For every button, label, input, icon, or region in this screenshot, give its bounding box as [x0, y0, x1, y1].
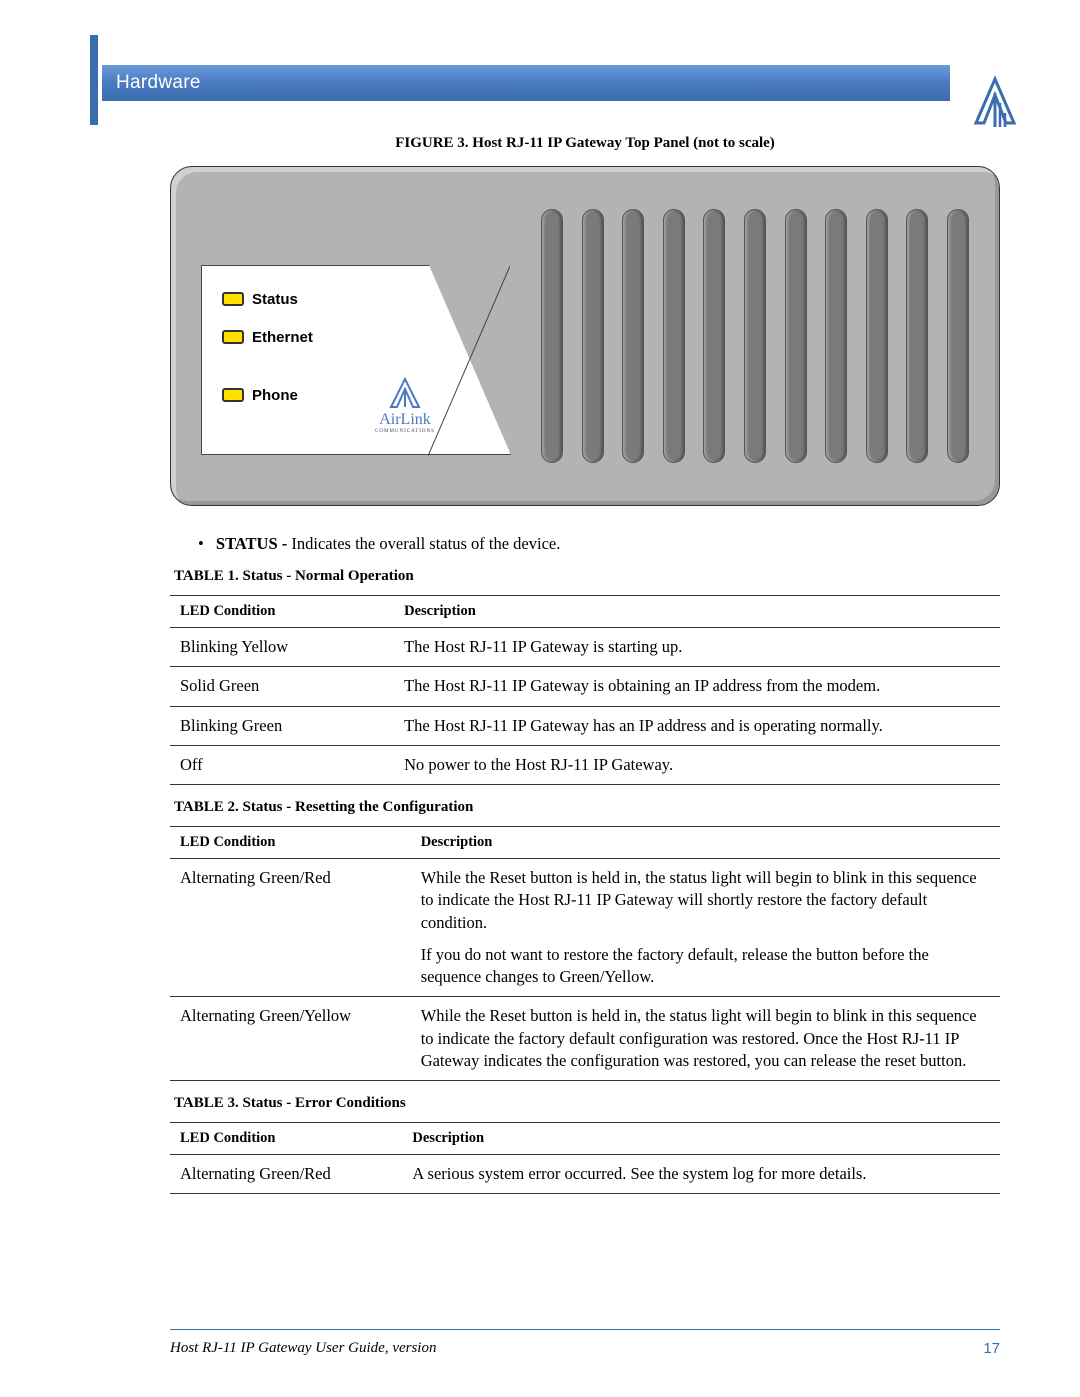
header-band: Hardware — [102, 65, 950, 101]
cell-description: The Host RJ-11 IP Gateway has an IP addr… — [394, 706, 1000, 745]
header-accent-bar — [90, 35, 98, 125]
vent-slot — [906, 209, 928, 463]
vent-slot — [703, 209, 725, 463]
device-illustration: Status Ethernet Phone AirLink COMMUNICAT… — [170, 166, 1000, 506]
table-title: Status - Resetting the Configuration — [243, 799, 474, 815]
column-header: LED Condition — [170, 827, 411, 859]
bullet-term: STATUS - — [216, 534, 287, 553]
table-caption: TABLE 2. Status - Resetting the Configur… — [170, 799, 1000, 816]
cell-condition: Off — [170, 745, 394, 784]
figure-label: FIGURE 3. — [395, 135, 468, 151]
device-label-plate: Status Ethernet Phone AirLink COMMUNICAT… — [201, 265, 511, 455]
vent-slot — [866, 209, 888, 463]
table-row: Alternating Green/YellowWhile the Reset … — [170, 997, 1000, 1081]
cell-description: No power to the Host RJ-11 IP Gateway. — [394, 745, 1000, 784]
page-footer: Host RJ-11 IP Gateway User Guide, versio… — [170, 1329, 1000, 1357]
figure-caption: FIGURE 3. Host RJ-11 IP Gateway Top Pane… — [170, 135, 1000, 152]
figure-caption-text: Host RJ-11 IP Gateway Top Panel (not to … — [472, 135, 775, 151]
cell-condition: Alternating Green/Red — [170, 1155, 402, 1194]
vent-slot — [785, 209, 807, 463]
table-label: TABLE 3. — [174, 1095, 239, 1111]
cell-description: While the Reset button is held in, the s… — [411, 997, 1000, 1081]
status-led-icon — [222, 292, 244, 306]
table-caption: TABLE 1. Status - Normal Operation — [170, 568, 1000, 585]
cell-description: The Host RJ-11 IP Gateway is obtaining a… — [394, 667, 1000, 706]
table-label: TABLE 2. — [174, 799, 239, 815]
table-title: Status - Normal Operation — [243, 568, 414, 584]
data-table: LED ConditionDescriptionAlternating Gree… — [170, 826, 1000, 1081]
footer-title: Host RJ-11 IP Gateway User Guide, versio… — [170, 1340, 436, 1357]
vent-slot — [663, 209, 685, 463]
column-header: Description — [411, 827, 1000, 859]
column-header: Description — [394, 596, 1000, 628]
led-label-status: Status — [252, 291, 298, 308]
vent-slot — [947, 209, 969, 463]
vent-slot — [622, 209, 644, 463]
table-title: Status - Error Conditions — [243, 1095, 406, 1111]
column-header: Description — [402, 1123, 1000, 1155]
table-caption: TABLE 3. Status - Error Conditions — [170, 1095, 1000, 1112]
table-row: OffNo power to the Host RJ-11 IP Gateway… — [170, 745, 1000, 784]
page-header: Hardware — [90, 35, 1050, 91]
cell-condition: Blinking Yellow — [170, 628, 394, 667]
ethernet-led-icon — [222, 330, 244, 344]
data-table: LED ConditionDescriptionBlinking YellowT… — [170, 595, 1000, 785]
table-row: Solid GreenThe Host RJ-11 IP Gateway is … — [170, 667, 1000, 706]
vent-slot — [541, 209, 563, 463]
table-label: TABLE 1. — [174, 568, 239, 584]
bullet-icon: • — [198, 534, 204, 553]
cell-description: A serious system error occurred. See the… — [402, 1155, 1000, 1194]
led-label-phone: Phone — [252, 387, 298, 404]
page-content: FIGURE 3. Host RJ-11 IP Gateway Top Pane… — [170, 135, 1000, 1194]
cell-condition: Alternating Green/Yellow — [170, 997, 411, 1081]
bullet-text: Indicates the overall status of the devi… — [291, 534, 560, 553]
vent-slot — [582, 209, 604, 463]
cell-condition: Blinking Green — [170, 706, 394, 745]
phone-led-icon — [222, 388, 244, 402]
cell-description: The Host RJ-11 IP Gateway is starting up… — [394, 628, 1000, 667]
vent-slot — [744, 209, 766, 463]
status-bullet: • STATUS - Indicates the overall status … — [170, 534, 1000, 554]
device-vents — [541, 209, 969, 463]
section-title: Hardware — [116, 72, 201, 94]
cell-condition: Alternating Green/Red — [170, 859, 411, 997]
table-row: Alternating Green/RedA serious system er… — [170, 1155, 1000, 1194]
led-label-ethernet: Ethernet — [252, 329, 313, 346]
footer-page-number: 17 — [983, 1340, 1000, 1357]
column-header: LED Condition — [170, 1123, 402, 1155]
cell-condition: Solid Green — [170, 667, 394, 706]
data-table: LED ConditionDescriptionAlternating Gree… — [170, 1122, 1000, 1194]
table-row: Alternating Green/RedWhile the Reset but… — [170, 859, 1000, 997]
cell-description-extra: If you do not want to restore the factor… — [421, 944, 990, 989]
brand-logo-icon — [970, 75, 1020, 129]
cell-description: While the Reset button is held in, the s… — [411, 859, 1000, 997]
table-row: Blinking YellowThe Host RJ-11 IP Gateway… — [170, 628, 1000, 667]
table-row: Blinking GreenThe Host RJ-11 IP Gateway … — [170, 706, 1000, 745]
vent-slot — [825, 209, 847, 463]
column-header: LED Condition — [170, 596, 394, 628]
